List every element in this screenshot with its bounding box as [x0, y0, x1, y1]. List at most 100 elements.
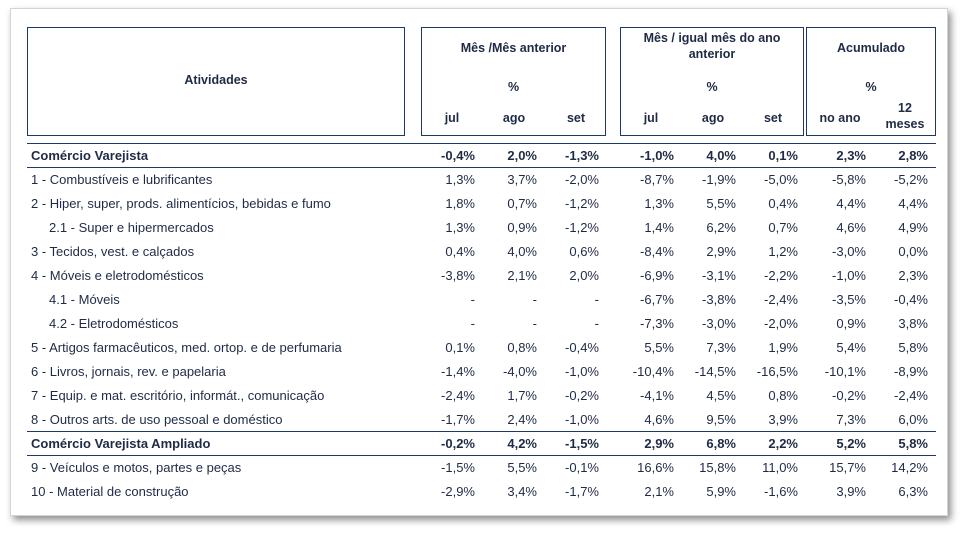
row-value: 4,6%: [644, 411, 674, 427]
row-value: 4,5%: [706, 387, 736, 403]
row-value: 5,4%: [836, 339, 866, 355]
row-value: -3,0%: [702, 315, 736, 331]
row-value: 4,4%: [836, 195, 866, 211]
header-g1-col-ago: ago: [502, 111, 526, 125]
row-value: 4,0%: [706, 147, 736, 163]
row-value: -2,4%: [894, 387, 928, 403]
header-group-mes-anterior-box: [421, 27, 606, 136]
row-value: -3,8%: [441, 267, 475, 283]
data-table: Comércio Varejista -0,4% 2,0% -1,3% -1,0% 4,0…: [27, 143, 936, 503]
row-label: 3 - Tecidos, vest. e calçados: [31, 243, 195, 259]
row-value: -1,3%: [565, 147, 599, 163]
row-value: 5,9%: [706, 483, 736, 499]
row-value: 0,8%: [507, 339, 537, 355]
row-value: 7,3%: [706, 339, 736, 355]
row-value: 0,0%: [898, 243, 928, 259]
row-value: -1,2%: [565, 219, 599, 235]
row-value: -10,4%: [632, 363, 674, 379]
header-g3-col-12-line1: 12: [898, 101, 912, 115]
table-row: 2.1 - Super e hipermercados 1,3% 0,9% -1,2%…: [27, 215, 936, 239]
row-label: 9 - Veículos e motos, partes e peças: [31, 459, 242, 475]
header-group2-unit: %: [706, 80, 718, 94]
row-label: 1 - Combustíveis e lubrificantes: [31, 171, 213, 187]
row-value: 1,2%: [768, 243, 798, 259]
table-row: 5 - Artigos farmacêuticos, med. ortop. e…: [27, 335, 936, 359]
row-value: 0,8%: [768, 387, 798, 403]
row-value: -1,4%: [441, 363, 475, 379]
table-row: 4.2 - Eletrodomésticos - - - -7,3% -3,0% -2,0%…: [27, 311, 936, 335]
row-value: -1,7%: [441, 411, 475, 427]
row-value: -1,0%: [640, 147, 674, 163]
row-value: 0,1%: [768, 147, 798, 163]
row-value: 4,6%: [836, 219, 866, 235]
header-group1-title: Mês /Mês anterior: [460, 41, 567, 55]
row-value: -2,0%: [565, 171, 599, 187]
row-value: 6,0%: [898, 411, 928, 427]
row-value: 1,9%: [768, 339, 798, 355]
row-value: -6,9%: [640, 267, 674, 283]
table-row: Comércio Varejista Ampliado -0,2% 4,2% -1,5…: [27, 431, 936, 455]
row-value: -5,0%: [764, 171, 798, 187]
row-value: -1,0%: [565, 363, 599, 379]
row-value: 2,3%: [898, 267, 928, 283]
row-value: -1,0%: [832, 267, 866, 283]
row-label: 4.1 - Móveis: [49, 291, 120, 307]
row-label: Comércio Varejista Ampliado: [31, 435, 211, 451]
row-value: 6,2%: [706, 219, 736, 235]
table-row: 9 - Veículos e motos, partes e peças -1,5…: [27, 455, 936, 479]
row-value: 0,7%: [768, 219, 798, 235]
header-group-acumulado-box: [806, 27, 936, 136]
row-value: 14,2%: [891, 459, 928, 475]
row-value: 1,7%: [507, 387, 537, 403]
row-value: -5,8%: [832, 171, 866, 187]
row-value: 1,3%: [644, 195, 674, 211]
row-value: 0,4%: [768, 195, 798, 211]
row-value: 2,4%: [507, 411, 537, 427]
row-value: -1,5%: [565, 435, 599, 451]
rule-after-varejista: [27, 167, 936, 168]
row-value: 3,9%: [836, 483, 866, 499]
row-value: -1,6%: [764, 483, 798, 499]
table-row: 3 - Tecidos, vest. e calçados 0,4% 4,0% 0,6…: [27, 239, 936, 263]
row-value: -5,2%: [894, 171, 928, 187]
row-value: -7,3%: [640, 315, 674, 331]
row-value: -3,0%: [832, 243, 866, 259]
row-value: 5,5%: [706, 195, 736, 211]
header-g1-col-jul: jul: [444, 111, 460, 125]
row-value: -1,2%: [565, 195, 599, 211]
row-value: 1,8%: [445, 195, 475, 211]
row-value: 3,4%: [507, 483, 537, 499]
header-group3-unit: %: [865, 80, 877, 94]
header-group2-title-line2: anterior: [688, 47, 736, 61]
row-value: 3,7%: [507, 171, 537, 187]
row-value: -1,9%: [702, 171, 736, 187]
row-value: 3,8%: [898, 315, 928, 331]
row-value: -3,1%: [702, 267, 736, 283]
row-value: 11,0%: [762, 459, 798, 475]
header-atividades-box: [27, 27, 405, 136]
row-value: 5,5%: [507, 459, 537, 475]
row-value: 6,3%: [898, 483, 928, 499]
row-value: -2,2%: [764, 267, 798, 283]
header-g2-col-ago: ago: [701, 111, 725, 125]
row-value: 0,9%: [836, 315, 866, 331]
row-value: -16,5%: [756, 363, 798, 379]
table-row: 1 - Combustíveis e lubrificantes 1,3% 3,7%…: [27, 167, 936, 191]
row-value: -0,4%: [441, 147, 475, 163]
row-value: 1,3%: [445, 171, 475, 187]
row-value: 0,7%: [507, 195, 537, 211]
row-value: -2,4%: [764, 291, 798, 307]
row-value: 1,4%: [644, 219, 674, 235]
row-value: -2,9%: [441, 483, 475, 499]
row-label: Comércio Varejista: [31, 147, 149, 163]
row-value: 4,4%: [898, 195, 928, 211]
row-value: 2,9%: [644, 435, 674, 451]
rule-top: [27, 143, 936, 144]
row-value: 2,3%: [836, 147, 866, 163]
row-value: -: [532, 315, 537, 331]
row-value: 6,8%: [706, 435, 736, 451]
table-row: 4.1 - Móveis - - - -6,7% -3,8% -2,4% -3,5% -0,4%: [27, 287, 936, 311]
header-g2-col-jul: jul: [643, 111, 659, 125]
row-label: 5 - Artigos farmacêuticos, med. ortop. e…: [31, 339, 342, 355]
row-value: 4,9%: [898, 219, 928, 235]
